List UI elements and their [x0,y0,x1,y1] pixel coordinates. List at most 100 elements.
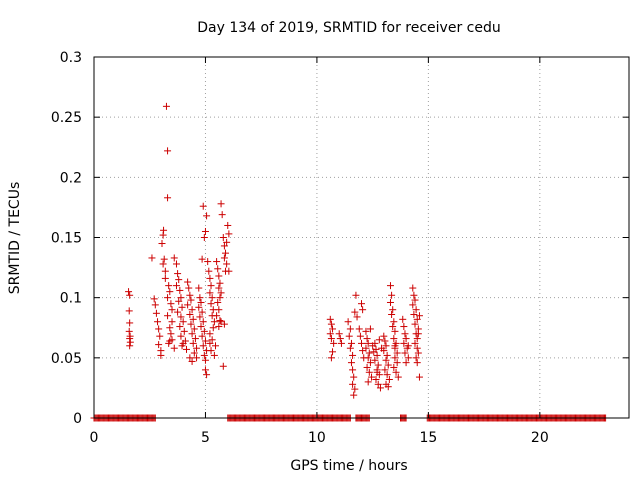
data-point [208,294,216,302]
data-point [214,265,222,273]
data-point [383,371,391,379]
data-point [399,315,407,323]
data-point [199,202,207,210]
data-point [186,311,194,319]
data-point [404,342,412,350]
x-tick-label: 15 [419,430,437,446]
data-point [177,332,185,340]
data-point [162,102,170,110]
data-point [196,313,204,321]
data-point [326,315,334,323]
data-point [358,339,365,347]
data-point [125,288,133,296]
y-tick-label: 0.3 [60,50,82,66]
data-point [344,318,352,326]
data-point [389,323,397,331]
data-point [156,332,164,340]
data-point [166,324,174,332]
data-point [413,315,421,323]
data-point [174,308,182,316]
data-point [409,284,417,292]
data-point [206,330,214,338]
data-point [347,339,355,347]
data-point [184,278,192,286]
data-point [327,354,335,362]
data-point [151,301,159,309]
data-point [365,368,373,376]
y-tick-label: 0.15 [51,231,82,247]
data-point [352,291,360,299]
data-point [380,332,388,340]
data-point [400,339,408,347]
data-point [168,318,176,326]
data-point [214,298,222,306]
data-point [345,332,353,340]
x-tick-label: 10 [308,430,326,446]
data-point [364,354,372,362]
data-point [346,325,354,333]
data-point [382,342,390,350]
data-point [177,313,185,321]
data-point [150,295,158,303]
data-point [183,345,191,353]
data-point [125,327,133,335]
data-point [330,339,338,347]
data-point [195,303,203,311]
data-point [401,330,409,338]
data-point [362,327,370,335]
data-point [376,384,384,392]
data-point [176,323,184,331]
x-axis-label: GPS time / hours [290,458,407,474]
data-point [157,351,165,359]
data-point [351,385,359,393]
data-point [186,291,194,299]
data-point [413,335,421,343]
data-point [413,359,421,367]
data-point [412,306,420,314]
data-point [220,254,228,262]
data-point [400,323,408,331]
data-point [175,297,183,305]
data-point [161,267,169,275]
data-point [388,291,396,299]
data-point [201,366,209,374]
data-point [161,274,169,282]
data-point [359,306,367,314]
data-point [391,327,399,335]
data-points [90,102,610,422]
data-point [383,351,391,359]
data-point [158,240,166,248]
data-point [188,357,196,365]
data-point [384,383,392,391]
data-point [337,339,345,347]
data-point [210,351,218,359]
data-point [329,348,337,356]
data-point [174,270,182,278]
data-point [199,342,207,350]
tick-labels: 0 5 10 15 20 0 0.05 0.1 0.15 0.2 0.25 0.3 [51,50,549,446]
data-point [391,354,399,362]
y-tick-label: 0.1 [60,291,82,307]
data-point [355,325,363,333]
data-point [210,318,218,326]
data-point [380,347,388,355]
data-point [350,391,358,399]
data-point [402,359,410,367]
data-point [371,356,379,364]
data-point [207,300,215,308]
data-point [152,309,160,317]
data-point [346,344,354,352]
data-point [178,303,186,311]
data-point [394,373,402,381]
data-point [327,320,335,328]
data-point [166,337,174,345]
data-point [160,255,168,263]
data-point [170,344,178,352]
data-point [167,300,175,308]
y-tick-label: 0.05 [51,351,82,367]
data-point [198,308,206,316]
data-point [402,335,410,343]
data-point [386,282,394,290]
